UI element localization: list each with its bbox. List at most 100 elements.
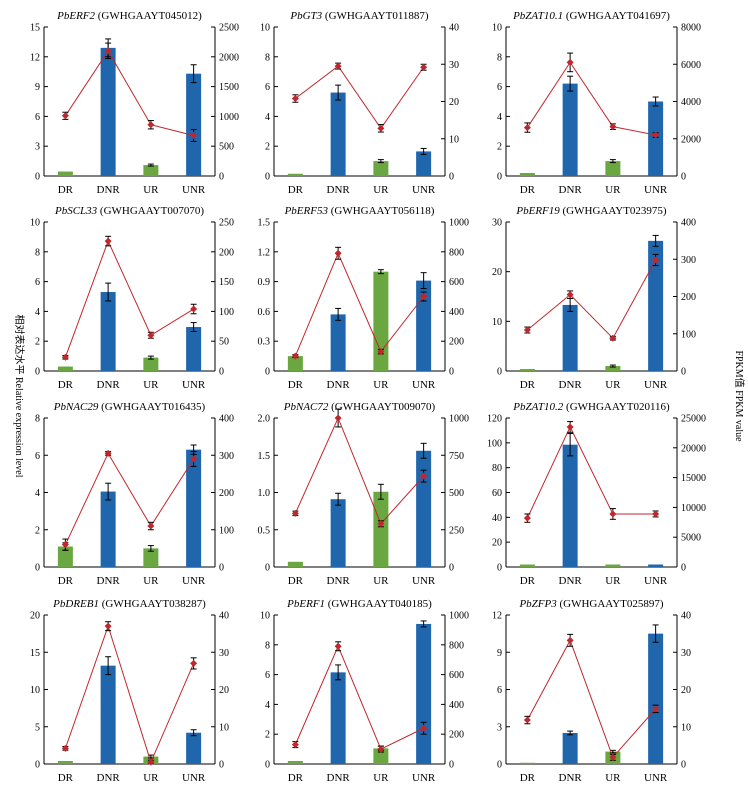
- category-label: UR: [605, 575, 621, 587]
- chart-panel: PbZAT10.1 (GWHGAAYT041697) 0 2 4 6 8 10 0 2000 40…: [492, 10, 701, 196]
- fpkm-point: [652, 256, 660, 264]
- chart-panel: PbERF1 (GWHGAAYT040185) 0 2 4 6 8 10 0 200 400 600…: [260, 598, 469, 784]
- bar: [287, 761, 303, 764]
- right-tick-label: 400: [449, 307, 464, 318]
- fpkm-point: [377, 520, 385, 528]
- left-tick-label: 0: [35, 563, 40, 574]
- right-tick-label: 400: [681, 218, 696, 229]
- left-tick-label: 2: [35, 525, 40, 536]
- fpkm-point: [334, 62, 342, 70]
- left-tick-label: 0.6: [258, 307, 271, 318]
- category-label: UNR: [182, 184, 206, 196]
- category-label: DR: [288, 379, 304, 391]
- bar: [100, 491, 116, 567]
- category-label: UR: [605, 184, 621, 196]
- right-tick-label: 500: [449, 488, 464, 499]
- gene-name: PbSCL33: [54, 205, 98, 217]
- gene-id: (GWHGAAYT011887): [322, 10, 429, 22]
- right-tick-label: 20000: [681, 443, 706, 454]
- left-tick-label: 0.9: [258, 277, 271, 288]
- left-tick-label: 20: [492, 538, 502, 549]
- fpkm-point: [566, 58, 574, 66]
- gene-name: PbZFP3: [518, 598, 557, 610]
- right-tick-label: 2000: [681, 134, 701, 145]
- category-label: UNR: [412, 772, 436, 784]
- bar: [57, 761, 73, 764]
- panel-title: PbZFP3 (GWHGAAYT025897): [518, 598, 663, 610]
- fpkm-line: [526, 425, 656, 519]
- left-tick-label: 0: [35, 760, 40, 771]
- bar: [330, 92, 346, 176]
- category-label: DR: [288, 575, 304, 587]
- gene-id: (GWHGAAYT020116): [563, 401, 670, 413]
- right-tick-label: 0: [681, 563, 686, 574]
- category-label: DR: [288, 184, 304, 196]
- right-tick-label: 800: [449, 247, 464, 258]
- fpkm-point: [609, 510, 617, 518]
- fpkm-line: [295, 65, 425, 130]
- fpkm-point: [377, 124, 385, 132]
- gene-name: PbGT3: [289, 10, 322, 22]
- left-tick-label: 2: [265, 142, 270, 153]
- category-label: DNR: [97, 772, 121, 784]
- right-tick-label: 8000: [681, 23, 701, 34]
- category-label: DR: [288, 772, 304, 784]
- bar: [186, 732, 202, 764]
- bar: [100, 47, 116, 176]
- right-tick-label: 40: [449, 23, 459, 34]
- fpkm-point: [190, 455, 198, 463]
- fpkm-point: [291, 509, 299, 517]
- fpkm-point: [147, 331, 155, 339]
- gene-id: (GWHGAAYT040185): [325, 598, 432, 610]
- bar: [100, 292, 116, 371]
- left-tick-label: 6: [35, 451, 40, 462]
- fpkm-point: [190, 659, 198, 667]
- category-label: UR: [373, 379, 389, 391]
- right-tick-label: 500: [219, 142, 234, 153]
- fpkm-point: [190, 131, 198, 139]
- bar: [287, 173, 303, 176]
- panel-title: PbZAT10.2 (GWHGAAYT020116): [512, 401, 670, 413]
- gene-name: PbZAT10.1: [512, 10, 563, 22]
- right-tick-label: 20: [219, 685, 229, 696]
- left-axis-label: 相对表达水平 Relative expression level: [13, 314, 26, 477]
- fpkm-point: [190, 305, 198, 313]
- right-tick-label: 1500: [219, 82, 239, 93]
- bar: [330, 499, 346, 567]
- bar: [287, 356, 303, 371]
- right-tick-label: 200: [219, 488, 234, 499]
- chart-panel: PbZAT10.2 (GWHGAAYT020116) 0 20 40 60 80 100 12…: [487, 401, 706, 587]
- chart-panel: PbERF19 (GWHGAAYT023975)0102030010020030…: [492, 205, 696, 391]
- left-tick-label: 4: [35, 307, 40, 318]
- right-tick-label: 10000: [681, 503, 706, 514]
- chart-panel: PbGT3 (GWHGAAYT011887) 0 2 4 6 8 10 0 10 20 30 40 DR…: [260, 10, 459, 196]
- panel-title: PbNAC72 (GWHGAAYT009070): [283, 401, 436, 413]
- category-label: DNR: [559, 575, 583, 587]
- left-tick-label: 8: [265, 640, 270, 651]
- bar: [373, 161, 389, 176]
- left-tick-label: 1.0: [258, 488, 271, 499]
- right-tick-label: 40: [219, 611, 229, 622]
- right-tick-label: 1000: [219, 112, 239, 123]
- right-tick-label: 0: [681, 367, 686, 378]
- fpkm-point: [609, 334, 617, 342]
- right-tick-label: 2000: [219, 52, 239, 63]
- bar: [330, 314, 346, 371]
- right-tick-label: 100: [681, 329, 696, 340]
- left-tick-label: 0.3: [258, 337, 271, 348]
- right-tick-label: 600: [449, 670, 464, 681]
- bar: [519, 564, 535, 567]
- gene-id: (GWHGAAYT056118): [328, 205, 435, 217]
- category-label: DR: [520, 379, 536, 391]
- left-tick-label: 3: [497, 722, 502, 733]
- right-tick-label: 50: [219, 337, 229, 348]
- fpkm-point: [566, 636, 574, 644]
- right-tick-label: 25000: [681, 414, 706, 425]
- left-tick-label: 2: [265, 730, 270, 741]
- panel-title: PbNAC29 (GWHGAAYT016435): [53, 401, 206, 413]
- chart-panel: PbERF2 (GWHGAAYT045012) 0 3 6 9 12 15 0 500 1000 1…: [30, 10, 239, 196]
- category-label: DR: [58, 772, 74, 784]
- fpkm-point: [147, 121, 155, 129]
- category-label: DNR: [327, 772, 351, 784]
